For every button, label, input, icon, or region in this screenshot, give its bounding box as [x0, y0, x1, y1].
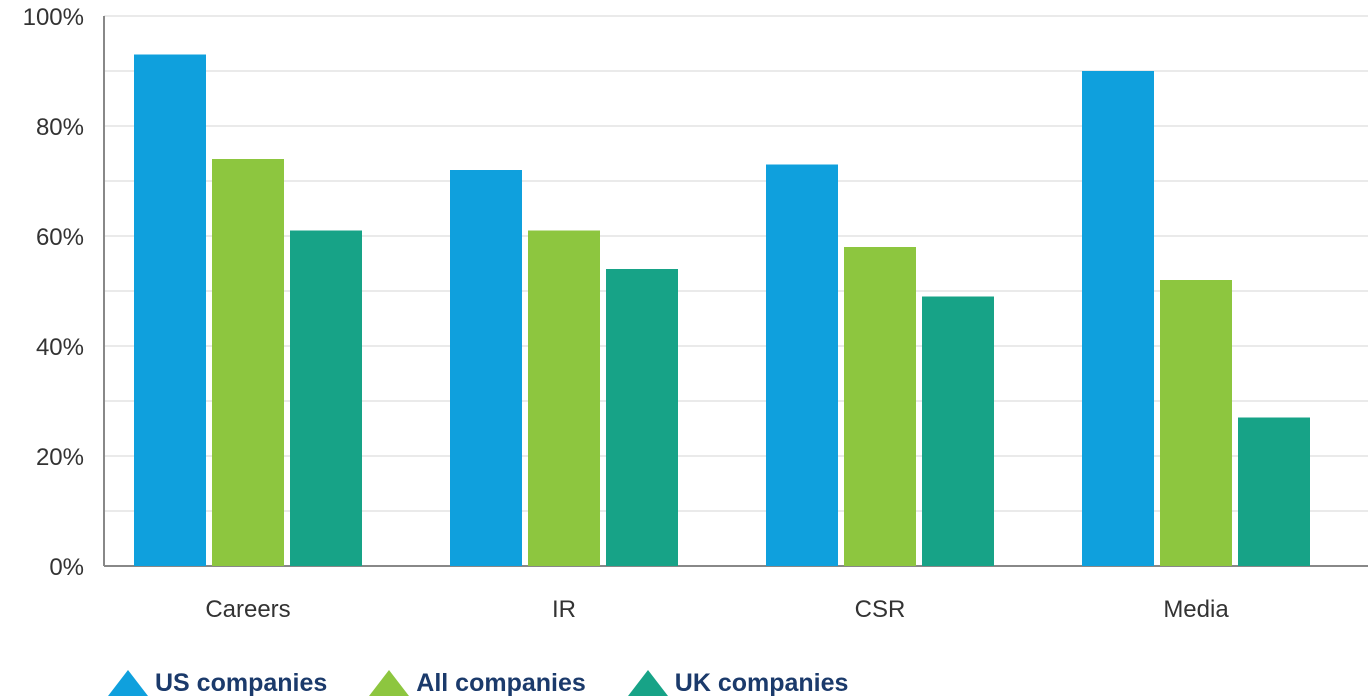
- triangle-marker-icon: [369, 670, 410, 696]
- y-tick-label: 40%: [36, 334, 84, 361]
- bar-ir-2: [606, 269, 678, 566]
- bar-careers-1: [212, 159, 284, 566]
- triangle-marker-icon: [627, 670, 668, 696]
- legend-item-all: All companies: [369, 668, 586, 698]
- x-tick-label: CSR: [855, 596, 906, 623]
- legend-item-us: US companies: [108, 668, 327, 698]
- y-tick-label: 0%: [49, 554, 84, 581]
- y-tick-label: 60%: [36, 224, 84, 251]
- y-tick-label: 20%: [36, 444, 84, 471]
- y-tick-labels: 0% 20% 40% 60% 80% 100%: [23, 4, 84, 581]
- bar-csr-2: [922, 296, 994, 566]
- bar-csr-0: [766, 164, 838, 566]
- bar-ir-0: [450, 170, 522, 566]
- bar-careers-0: [134, 54, 206, 566]
- x-tick-label: IR: [552, 596, 576, 623]
- bar-media-2: [1238, 417, 1310, 566]
- x-tick-labels: Careers IR CSR Media: [205, 596, 1229, 623]
- legend-label: All companies: [416, 669, 586, 697]
- y-tick-label: 100%: [23, 4, 84, 31]
- bar-csr-1: [844, 247, 916, 566]
- legend-item-uk: UK companies: [627, 668, 849, 698]
- legend-label: US companies: [155, 669, 328, 697]
- bar-chart: 0% 20% 40% 60% 80% 100% Careers IR CSR Media: [23, 4, 1368, 623]
- bar-media-1: [1160, 280, 1232, 566]
- y-tick-label: 80%: [36, 114, 84, 141]
- bars: [134, 54, 1310, 566]
- bar-ir-1: [528, 230, 600, 566]
- bar-media-0: [1082, 71, 1154, 566]
- legend: US companies All companies UK companies: [108, 668, 890, 698]
- triangle-marker-icon: [108, 670, 148, 696]
- x-tick-label: Careers: [205, 596, 290, 623]
- legend-label: UK companies: [674, 669, 849, 697]
- bar-careers-2: [290, 230, 362, 566]
- x-tick-label: Media: [1163, 596, 1229, 623]
